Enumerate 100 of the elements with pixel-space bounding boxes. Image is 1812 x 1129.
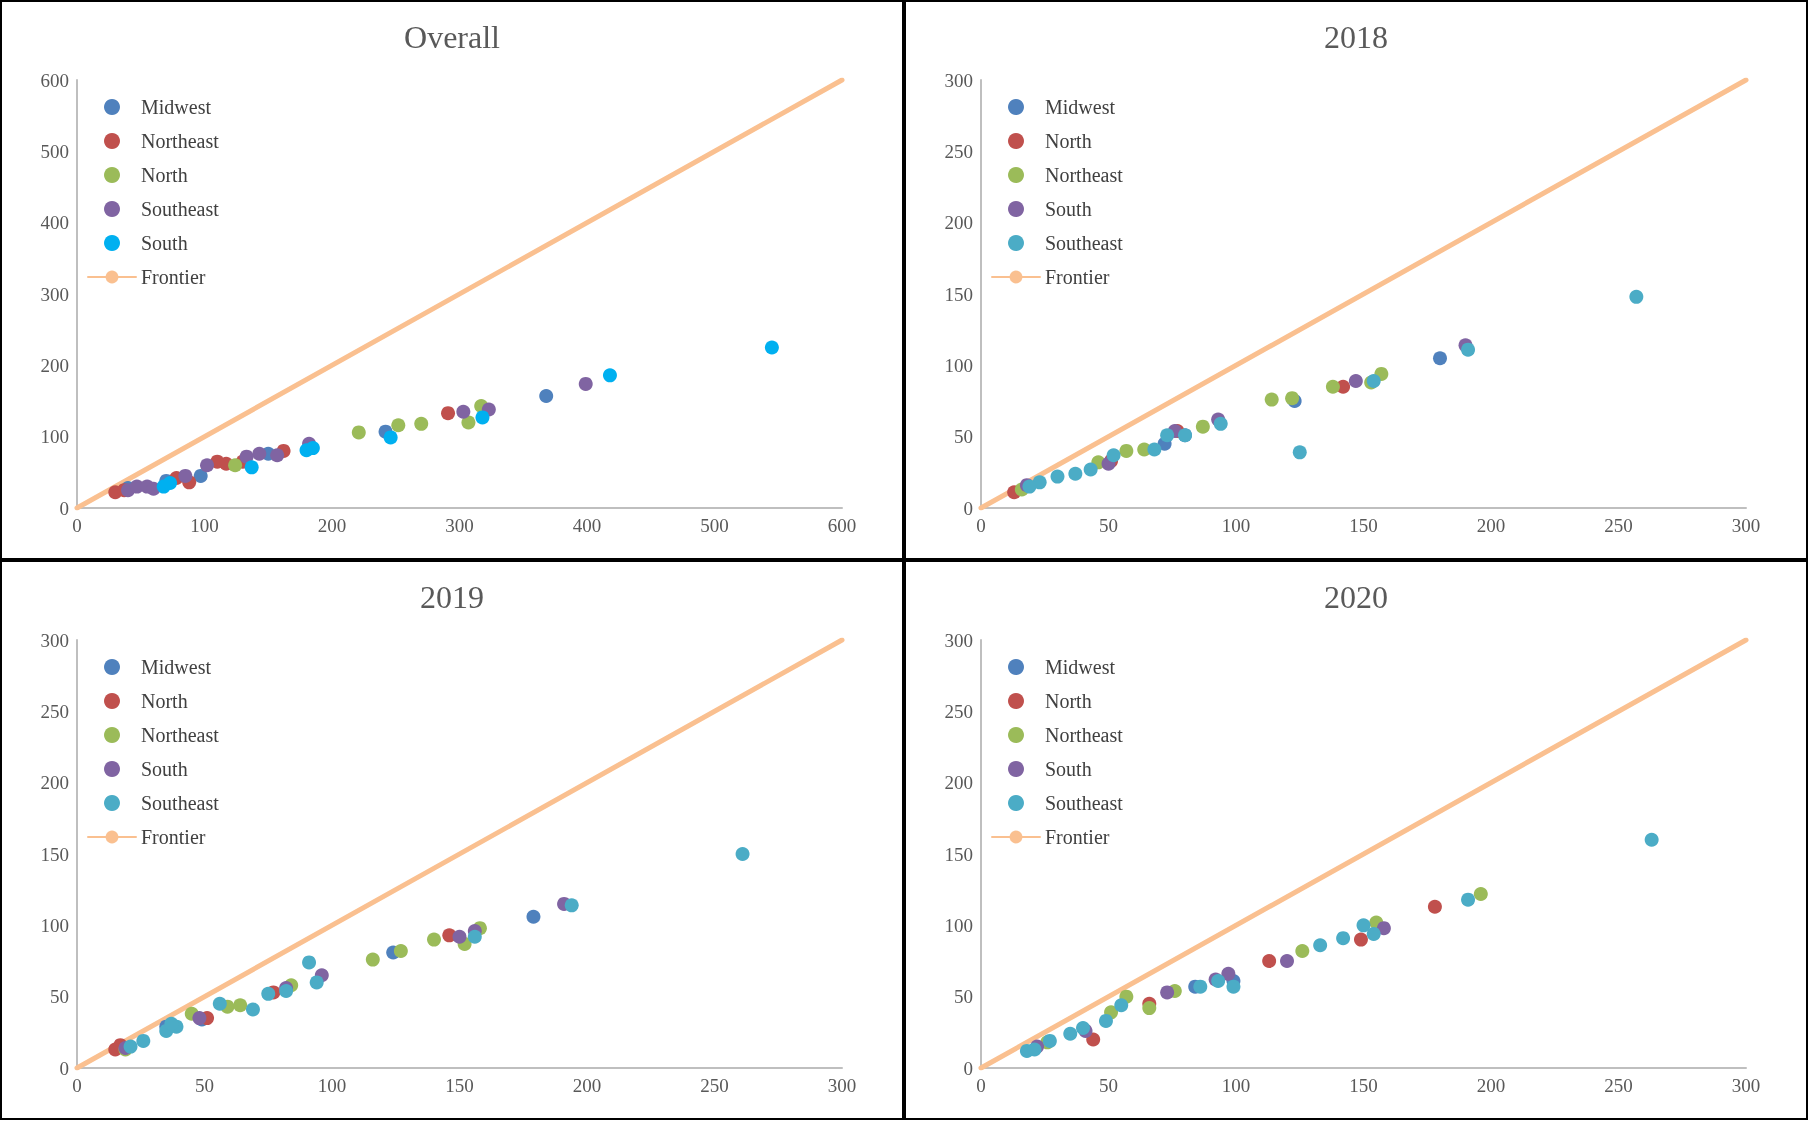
point [1262,954,1277,968]
point [1313,938,1328,953]
point [1119,443,1134,458]
chart-title: Overall [404,19,501,55]
point [178,468,193,483]
x-tick-label: 500 [700,515,729,536]
x-tick-label: 300 [827,1075,857,1096]
point [233,998,248,1013]
point [475,410,490,425]
x-tick-label: 250 [700,1075,729,1096]
x-tick-label: 100 [1221,1075,1251,1096]
y-tick-label: 0 [963,497,973,519]
y-tick-label: 100 [40,914,69,936]
point [1195,419,1210,434]
point [1068,466,1083,481]
point [414,416,429,431]
y-tick-label: 0 [59,497,69,519]
legend-label: Southeast [141,792,220,814]
point [123,1039,138,1054]
x-tick-label: 200 [1476,1075,1506,1096]
point [383,430,398,445]
x-tick-label: 50 [195,1075,214,1096]
point [1336,931,1351,946]
legend-label: Midwest [141,656,212,678]
y-tick-label: 500 [40,140,69,162]
point [452,929,467,944]
point [1114,998,1129,1013]
point [461,415,476,430]
y-tick-label: 250 [40,700,69,722]
legend-label: South [141,232,188,254]
y-tick-label: 250 [944,700,973,722]
point [1644,832,1659,847]
point [163,476,178,491]
point [252,446,267,461]
point [309,975,324,990]
legend-label: Northeast [141,724,220,746]
x-tick-label: 150 [445,1075,474,1096]
x-tick-label: 150 [1349,1075,1378,1096]
legend-label: Frontier [1045,266,1110,288]
point [1213,416,1228,431]
legend-label: Midwest [141,96,212,118]
legend-label: Southeast [141,198,220,220]
y-tick-label: 600 [40,69,69,91]
legend-label: Northeast [141,130,220,152]
legend-label: North [141,164,188,186]
y-tick-label: 200 [40,354,69,376]
legend-label: North [1045,130,1092,152]
x-tick-label: 200 [317,515,347,536]
y-tick-label: 300 [944,629,973,651]
point [1295,944,1310,959]
point [193,468,208,483]
y-tick-label: 50 [954,986,973,1008]
point [302,955,317,970]
point [526,909,541,924]
legend-label: Midwest [1045,96,1116,118]
point [1147,442,1162,457]
y-tick-label: 150 [944,843,973,865]
legend-label: Northeast [1045,724,1124,746]
x-tick-label: 600 [827,515,857,536]
x-tick-label: 150 [1349,515,1378,536]
point [1083,462,1098,477]
legend-label: Frontier [141,826,206,848]
y-tick-label: 150 [40,843,69,865]
point [764,340,779,355]
y-tick-label: 50 [50,986,69,1008]
point [391,418,406,433]
y-tick-label: 50 [954,426,973,448]
legend-label: North [141,690,188,712]
legend-label: Southeast [1045,232,1124,254]
point [1348,374,1363,389]
point [1221,966,1236,981]
x-tick-label: 100 [1221,515,1251,536]
point [1142,1001,1157,1016]
point [261,986,276,1001]
x-tick-label: 200 [1476,515,1506,536]
x-tick-label: 250 [1604,515,1633,536]
y-tick-label: 200 [944,772,973,794]
point [1376,921,1391,936]
point [602,368,617,383]
legend-label: Frontier [1045,826,1110,848]
point [1461,892,1476,907]
point [1193,979,1208,994]
point [564,898,579,913]
point [441,406,456,421]
y-tick-label: 100 [944,354,973,376]
y-tick-label: 100 [944,914,973,936]
x-tick-label: 100 [317,1075,347,1096]
point [365,952,380,967]
y-tick-label: 300 [40,283,69,305]
y-tick-label: 300 [944,69,973,91]
y-tick-label: 300 [40,629,69,651]
point [1325,379,1340,394]
point [245,1002,260,1017]
y-tick-label: 0 [963,1057,973,1079]
legend-label: South [1045,758,1092,780]
x-tick-label: 100 [190,515,219,536]
x-tick-label: 250 [1604,1075,1633,1096]
point [578,376,593,391]
point [244,460,259,475]
legend-label: Midwest [1045,656,1116,678]
